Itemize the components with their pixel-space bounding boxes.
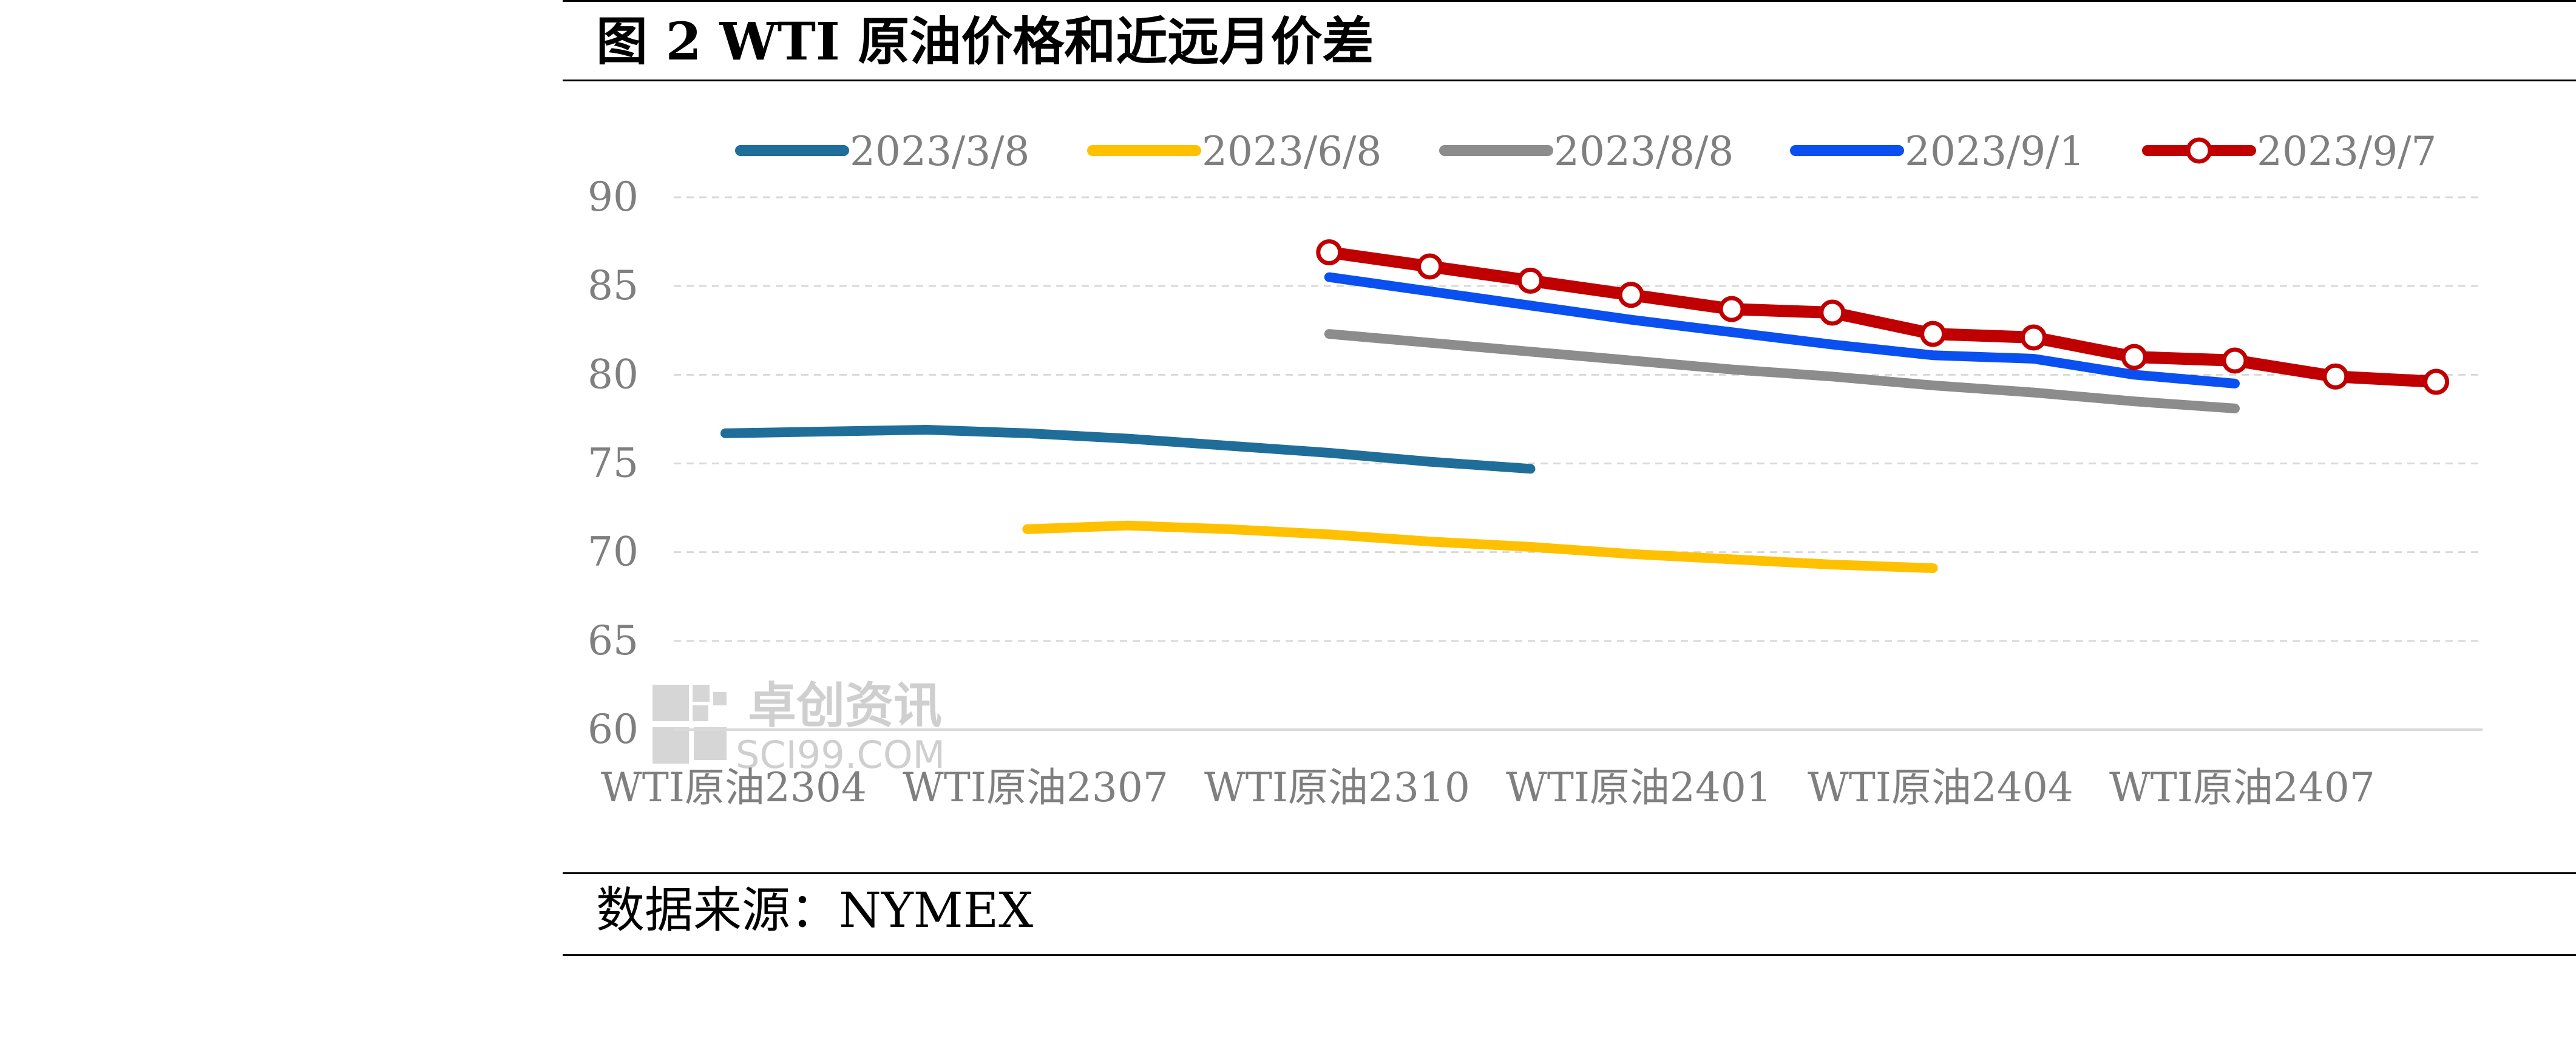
data-point-marker [1819, 299, 1846, 326]
series-3 [1324, 329, 2240, 413]
y-tick-label: 60 [588, 706, 639, 753]
source-rule-top [563, 872, 2576, 874]
legend-item: 2023/9/7 [2142, 128, 2436, 175]
watermark-site: SCI99.COM [736, 733, 945, 777]
gridlines [674, 196, 2483, 731]
data-point-marker [2121, 344, 2147, 370]
y-tick-label: 85 [588, 262, 639, 309]
watermark: 卓创资讯 SCI99.COM [652, 677, 945, 777]
x-tick-label: WTI原油2307 [903, 764, 1168, 811]
figure-title: 图 2 WTI 原油价格和近远月价差 [596, 12, 1374, 72]
series-line [1324, 329, 2240, 413]
series-1 [720, 425, 1536, 474]
legend: 2023/3/8 2023/6/8 2023/8/8 2023/9/1 2023/9/7 [735, 128, 2436, 175]
title-underline [563, 80, 2576, 81]
y-tick-label: 70 [588, 529, 639, 575]
series-4 [1324, 272, 2240, 388]
legend-item: 2023/8/8 [1439, 128, 1734, 175]
x-tick-label: WTI原油2310 [1204, 764, 1470, 811]
data-point-marker [1718, 296, 1745, 322]
y-tick-label: 80 [588, 351, 639, 398]
legend-label: 2023/9/1 [1905, 128, 2084, 175]
x-axis: WTI原油2304 WTI原油2307 WTI原油2310 WTI原油2401 WTI原… [601, 764, 2375, 811]
legend-item: 2023/3/8 [735, 128, 1029, 175]
data-point-marker [1618, 282, 1644, 308]
watermark-logo-icon [652, 685, 727, 764]
legend-label: 2023/9/7 [2257, 128, 2436, 175]
y-axis: 60 65 70 75 80 85 90 [588, 174, 639, 753]
series-line [1324, 272, 2240, 388]
data-point-marker [1517, 267, 1544, 294]
legend-marker [2186, 137, 2212, 164]
legend-item: 2023/9/1 [1790, 128, 2084, 175]
data-point-marker [2222, 347, 2248, 374]
watermark-name: 卓创资讯 [748, 677, 942, 734]
y-tick-label: 75 [588, 440, 639, 487]
y-tick-label: 65 [588, 617, 639, 664]
top-rule [563, 0, 2576, 2]
source-note: 数据来源：NYMEX [596, 882, 1034, 938]
legend-label: 2023/3/8 [850, 128, 1029, 175]
x-tick-label: WTI原油2304 [601, 764, 867, 811]
series-line [720, 425, 1536, 474]
legend-label: 2023/8/8 [1554, 128, 1734, 175]
x-tick-label: WTI原油2404 [1808, 764, 2073, 811]
series-5 [1316, 239, 2450, 395]
series-2 [1022, 520, 1938, 573]
data-point-marker [2020, 324, 2047, 351]
source-rule-bottom [563, 954, 2576, 956]
y-tick-label: 90 [588, 174, 639, 220]
legend-label: 2023/6/8 [1202, 128, 1381, 175]
series-lines [720, 239, 2450, 573]
series-line [1022, 520, 1938, 573]
legend-item: 2023/6/8 [1087, 128, 1381, 175]
x-tick-label: WTI原油2407 [2109, 764, 2375, 811]
data-point-marker [1316, 239, 1343, 266]
x-tick-label: WTI原油2401 [1506, 764, 1772, 811]
data-point-marker [1920, 321, 1947, 347]
data-point-marker [2423, 368, 2450, 395]
data-point-marker [1417, 253, 1443, 280]
data-point-marker [2322, 363, 2349, 390]
series-line [1323, 246, 2442, 388]
